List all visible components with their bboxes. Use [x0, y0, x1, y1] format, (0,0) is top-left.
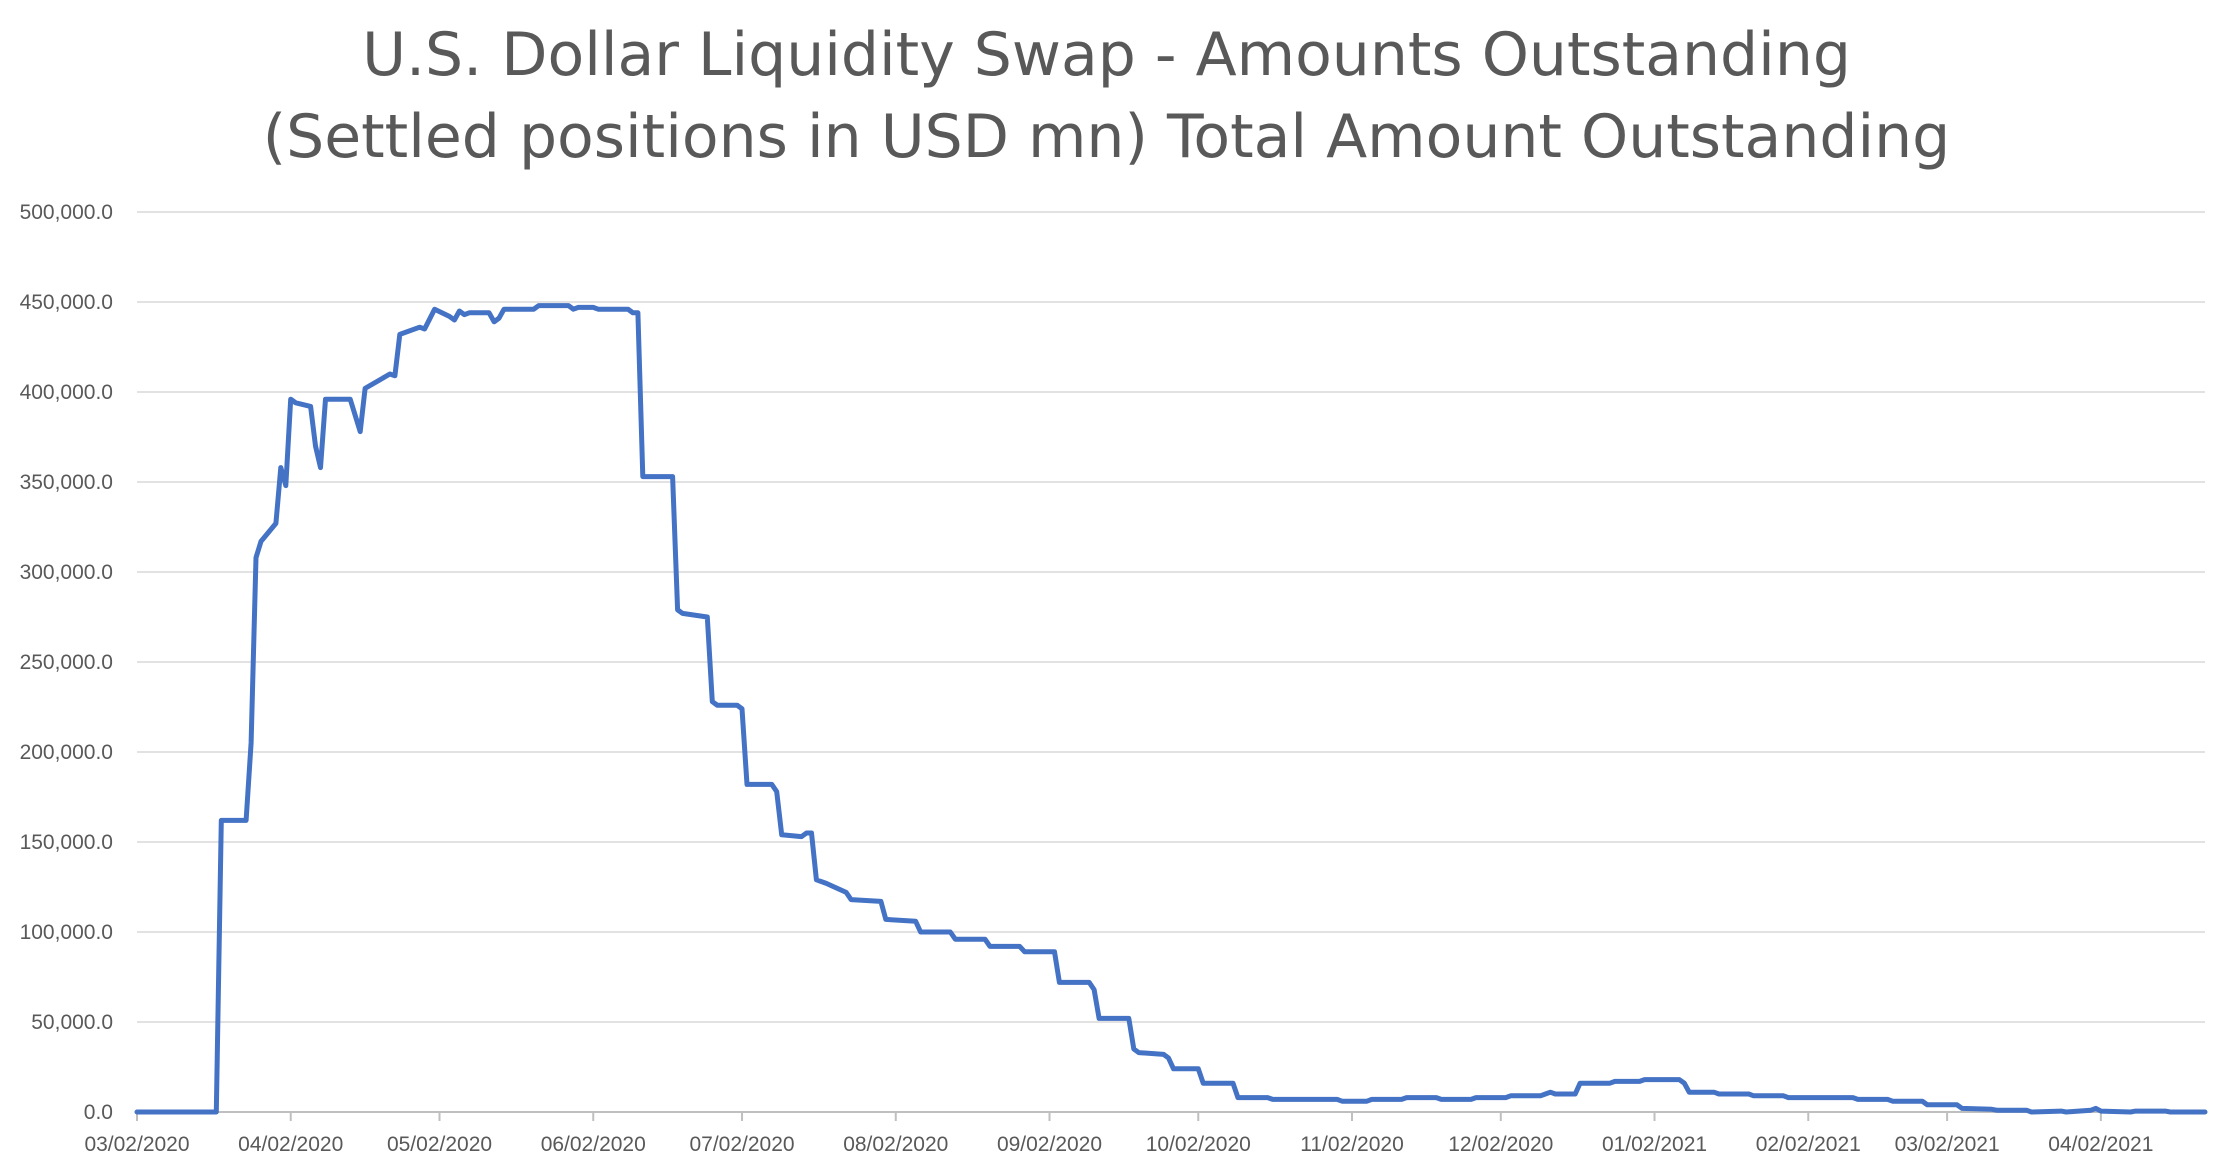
- x-tick-label: 07/02/2020: [689, 1133, 794, 1156]
- y-tick-label: 500,000.0: [20, 201, 113, 224]
- y-tick-label: 350,000.0: [20, 471, 113, 494]
- series-points: [136, 305, 2206, 1113]
- x-tick-label: 05/02/2020: [387, 1133, 492, 1156]
- y-tick-label: 50,000.0: [31, 1011, 113, 1034]
- x-tick-label: 04/02/2020: [238, 1133, 343, 1156]
- x-tick-label: 04/02/2021: [2048, 1133, 2153, 1156]
- x-tick-label: 02/02/2021: [1756, 1133, 1861, 1156]
- y-tick-label: 0.0: [84, 1101, 113, 1124]
- y-tick-label: 150,000.0: [20, 831, 113, 854]
- x-tick-label: 06/02/2020: [541, 1133, 646, 1156]
- y-tick-label: 100,000.0: [20, 921, 113, 944]
- chart-title-block: U.S. Dollar Liquidity Swap - Amounts Out…: [0, 14, 2213, 178]
- x-tick-label: 10/02/2020: [1146, 1133, 1251, 1156]
- gridlines: [137, 211, 2205, 1023]
- series: [134, 303, 2208, 1115]
- y-tick-label: 200,000.0: [20, 741, 113, 764]
- x-tick-label: 12/02/2020: [1448, 1133, 1553, 1156]
- x-tick-label: 08/02/2020: [843, 1133, 948, 1156]
- y-tick-label: 250,000.0: [20, 651, 113, 674]
- x-tick-label: 03/02/2021: [1895, 1133, 2000, 1156]
- chart-subtitle: (Settled positions in USD mn) Total Amou…: [262, 102, 1951, 172]
- y-tick-label: 450,000.0: [20, 291, 113, 314]
- chart-title: U.S. Dollar Liquidity Swap - Amounts Out…: [362, 20, 1851, 90]
- y-tick-label: 300,000.0: [20, 561, 113, 584]
- x-tick-label: 01/02/2021: [1602, 1133, 1707, 1156]
- x-tick-label: 03/02/2020: [84, 1133, 189, 1156]
- series-line: [134, 303, 2208, 1115]
- y-tick-label: 400,000.0: [20, 381, 113, 404]
- x-tick-label: 11/02/2020: [1300, 1133, 1404, 1156]
- axes: 0.0 50,000.0 100,000.0 150,000.0 200,000.0 25…: [20, 201, 2205, 1156]
- x-tick-label: 09/02/2020: [997, 1133, 1102, 1156]
